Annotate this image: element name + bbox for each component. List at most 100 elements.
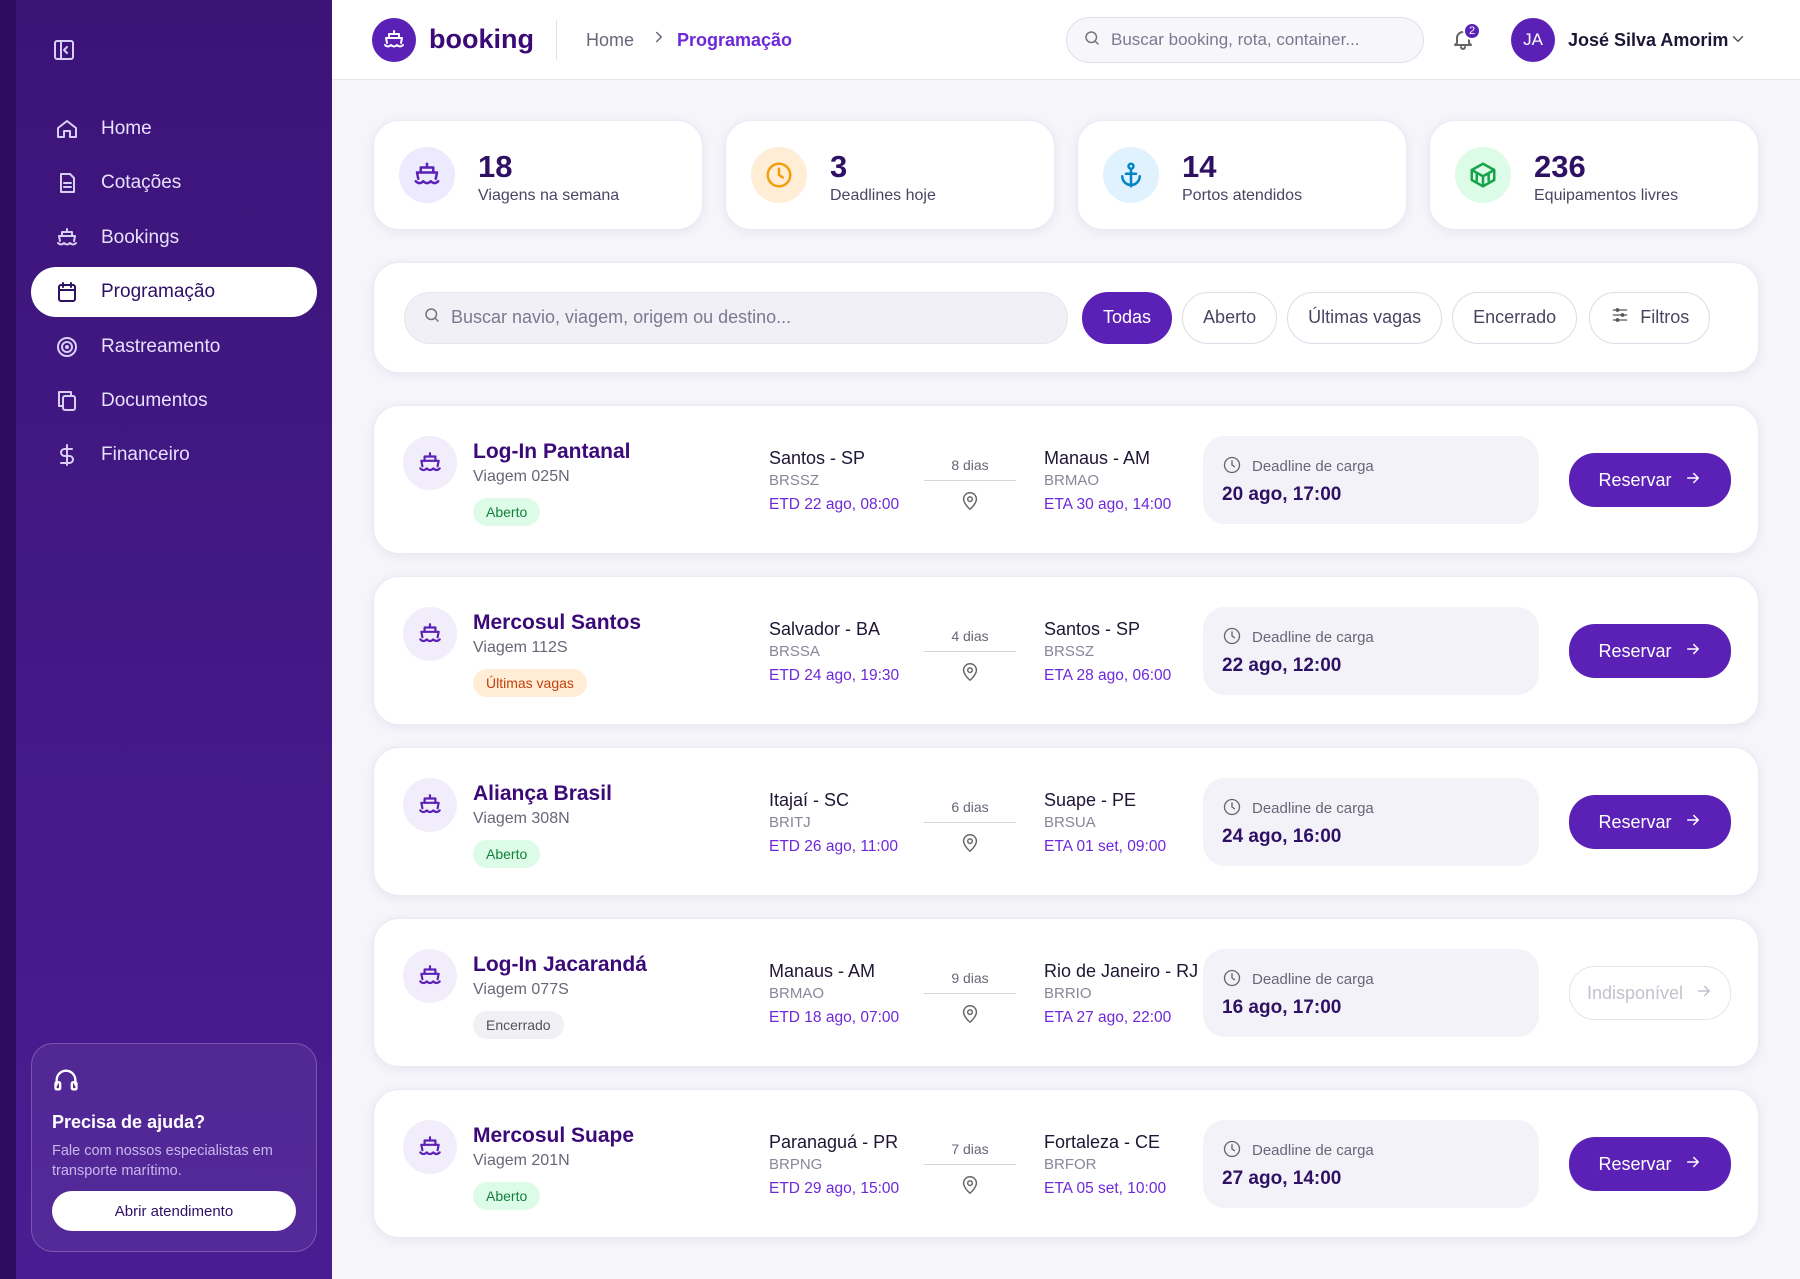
deadline-label: Deadline de carga bbox=[1252, 971, 1374, 988]
icon-part bbox=[966, 496, 974, 503]
breadcrumb-home[interactable]: Home bbox=[586, 30, 635, 50]
deadline-icon bbox=[1222, 1139, 1242, 1164]
icon-part bbox=[1223, 969, 1241, 987]
icon bbox=[414, 162, 440, 185]
icon-part bbox=[962, 834, 978, 852]
icon-part bbox=[656, 31, 662, 43]
icon-part bbox=[1223, 1140, 1241, 1158]
filter-chip[interactable]: Últimas vagas bbox=[1287, 291, 1443, 344]
icon-part bbox=[57, 336, 77, 357]
stat-card: 14 Portos atendidos bbox=[1077, 120, 1407, 230]
icon bbox=[419, 623, 441, 643]
voyage-code: Viagem 077S bbox=[473, 981, 569, 998]
reserve-button[interactable]: Reservar bbox=[1569, 624, 1731, 678]
icon-part bbox=[57, 241, 77, 246]
icon-part bbox=[55, 1069, 77, 1086]
icon bbox=[1223, 456, 1241, 474]
reserve-button[interactable]: Reservar bbox=[1569, 453, 1731, 507]
user-menu[interactable] bbox=[1729, 30, 1747, 53]
nav-item[interactable]: Documentos bbox=[31, 376, 317, 426]
icon-part bbox=[1686, 814, 1699, 825]
user-name: José Silva Amorim bbox=[1568, 30, 1729, 50]
icon bbox=[58, 391, 76, 411]
nav-item[interactable]: Programação bbox=[31, 267, 317, 318]
icon-part bbox=[62, 395, 76, 411]
nav-item[interactable]: Rastreamento bbox=[31, 322, 317, 372]
icon-part bbox=[58, 284, 76, 303]
port-date: ETA 28 ago, 06:00 bbox=[1044, 667, 1172, 684]
icon-part bbox=[60, 444, 74, 467]
status-badge: Últimas vagas bbox=[473, 669, 587, 697]
collapse-icon bbox=[52, 38, 76, 67]
port-name: Salvador - BA bbox=[769, 619, 881, 639]
icon bbox=[425, 308, 439, 322]
voyage-card: Aliança Brasil Viagem 308N Aberto Itajaí - … bbox=[373, 747, 1759, 896]
breadcrumb-sep bbox=[650, 28, 668, 51]
stat-label: Equipamentos livres bbox=[1534, 187, 1679, 204]
nav-item[interactable]: Cotações bbox=[31, 158, 317, 208]
icon bbox=[766, 162, 792, 188]
icon-part bbox=[54, 1081, 62, 1091]
icon-part bbox=[777, 167, 784, 179]
duration: 6 dias bbox=[951, 799, 989, 815]
icon-part bbox=[420, 972, 440, 981]
nav-item[interactable]: Home bbox=[31, 104, 317, 154]
filter-chip[interactable]: Aberto bbox=[1182, 291, 1278, 344]
nav-label: Bookings bbox=[101, 226, 180, 248]
port-code: BRITJ bbox=[769, 814, 811, 831]
port-name: Rio de Janeiro - RJ bbox=[1044, 961, 1199, 981]
icon-part bbox=[1732, 36, 1744, 42]
help-icon bbox=[52, 1066, 80, 1099]
search-icon bbox=[423, 306, 441, 329]
icon bbox=[60, 444, 74, 467]
nav-item[interactable]: Financeiro bbox=[31, 430, 317, 480]
stat-icon bbox=[751, 147, 807, 203]
filter-chip[interactable]: Encerrado bbox=[1452, 291, 1578, 344]
icon bbox=[1686, 643, 1699, 654]
nav-label: Cotações bbox=[101, 172, 182, 194]
help-title: Precisa de ajuda? bbox=[52, 1112, 206, 1132]
icon bbox=[54, 1069, 78, 1091]
icon-part bbox=[1231, 631, 1236, 639]
icon-part bbox=[70, 1081, 78, 1091]
stat-value: 18 bbox=[478, 149, 513, 184]
icon-part bbox=[1231, 1144, 1236, 1152]
filter-chip[interactable]: Todas bbox=[1082, 291, 1173, 344]
main: 18 Viagens na semana 3 Deadlines hoje 14 Port… bbox=[373, 0, 1759, 1279]
reserve-button[interactable]: Reservar bbox=[1569, 795, 1731, 849]
icon-part bbox=[420, 801, 440, 810]
icon-part bbox=[419, 809, 441, 814]
deadline-label: Deadline de carga bbox=[1252, 629, 1374, 646]
notification-badge: 2 bbox=[1463, 22, 1481, 40]
reserve-button[interactable]: Indisponível bbox=[1569, 966, 1731, 1020]
voyage-code: Viagem 308N bbox=[473, 810, 570, 827]
nav-item[interactable]: Bookings bbox=[31, 213, 317, 263]
reserve-button[interactable]: Reservar bbox=[1569, 1137, 1731, 1191]
icon-part bbox=[419, 1151, 441, 1156]
icon-part bbox=[1223, 456, 1241, 474]
ship-name: Mercosul Suape bbox=[473, 1124, 635, 1147]
filter-search[interactable]: Buscar navio, viagem, origem ou destino.… bbox=[404, 291, 1068, 344]
avatar: JA bbox=[1511, 18, 1555, 62]
breadcrumb-current: Programação bbox=[677, 30, 793, 50]
icon bbox=[1732, 36, 1744, 42]
port-code: BRSSA bbox=[769, 643, 820, 660]
icon-part bbox=[1698, 985, 1711, 996]
icon-part bbox=[420, 1143, 440, 1152]
filter-bar: Buscar navio, viagem, origem ou destino.… bbox=[373, 262, 1759, 373]
route-pin bbox=[959, 1003, 981, 1030]
port-code: BRSSZ bbox=[769, 472, 820, 489]
icon-part bbox=[58, 234, 76, 242]
icon-part bbox=[60, 40, 68, 60]
icon bbox=[57, 336, 77, 357]
stat-icon bbox=[1103, 147, 1159, 203]
button-label: Reservar bbox=[1598, 469, 1672, 490]
icon bbox=[1223, 627, 1241, 645]
stat-card: 18 Viagens na semana bbox=[373, 120, 703, 230]
nav-label: Financeiro bbox=[101, 444, 190, 466]
icon-part bbox=[1686, 1156, 1699, 1167]
help-button[interactable]: Abrir atendimento bbox=[52, 1191, 296, 1231]
filter-more[interactable]: Filtros bbox=[1589, 291, 1711, 344]
search[interactable]: Buscar booking, rota, container... bbox=[1066, 17, 1424, 63]
